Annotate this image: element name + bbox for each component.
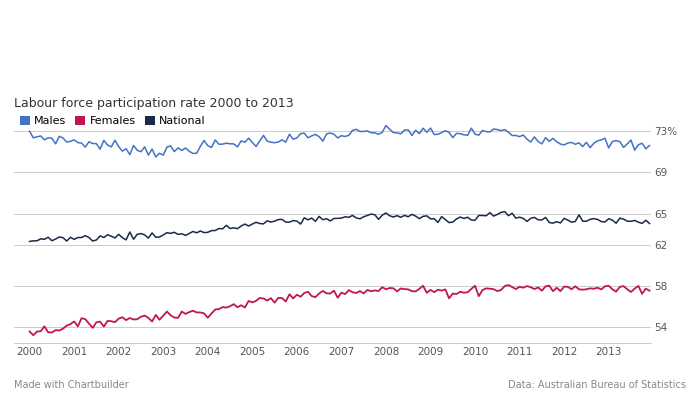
Legend: Males, Females, National: Males, Females, National bbox=[20, 116, 206, 126]
Text: Labour force participation rate 2000 to 2013: Labour force participation rate 2000 to … bbox=[14, 97, 293, 110]
Text: Data: Australian Bureau of Statistics: Data: Australian Bureau of Statistics bbox=[508, 380, 686, 390]
Text: Made with Chartbuilder: Made with Chartbuilder bbox=[14, 380, 129, 390]
